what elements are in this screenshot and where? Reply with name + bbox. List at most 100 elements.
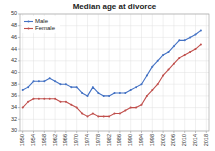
point [157, 83, 159, 85]
point [162, 74, 164, 76]
grid-line [20, 72, 209, 73]
y-tick-label: 48 [11, 22, 17, 28]
point [178, 39, 180, 41]
tick-mark [206, 131, 207, 133]
point [43, 98, 45, 100]
point [189, 51, 191, 53]
point [146, 74, 148, 76]
x-tick-label: 1994 [138, 134, 144, 146]
x-tick-label: 1954 [30, 134, 36, 146]
point [146, 95, 148, 97]
point [162, 54, 164, 56]
x-tick-label: 2002 [160, 134, 166, 146]
tick-mark [87, 131, 88, 133]
point [195, 33, 197, 35]
x-tick-label: 1982 [106, 134, 112, 146]
series-line [23, 30, 201, 96]
x-tick-label: 1974 [84, 134, 90, 146]
x-tick-label: 2018 [203, 134, 209, 146]
legend-swatch [28, 21, 30, 23]
point [76, 107, 78, 109]
point [184, 54, 186, 56]
grid-line [195, 14, 196, 131]
point [124, 92, 126, 94]
point [108, 115, 110, 117]
grid-line [20, 119, 209, 120]
x-tick-label: 1990 [127, 134, 133, 146]
point [189, 36, 191, 38]
grid-line [119, 14, 120, 131]
chart: 3032343638404244464850195019541958196219… [0, 0, 215, 151]
point [114, 112, 116, 114]
point [33, 98, 35, 100]
legend-label: Male [35, 18, 49, 24]
point [49, 98, 51, 100]
tick-mark [98, 131, 99, 133]
point [33, 80, 35, 82]
y-tick-label: 36 [11, 92, 17, 98]
x-tick-label: 1958 [41, 134, 47, 146]
axes: 3032343638404244464850195019541958196219… [11, 10, 209, 146]
y-tick-label: 42 [11, 57, 17, 63]
point [22, 89, 24, 91]
point [38, 98, 40, 100]
x-tick-label: 2010 [181, 134, 187, 146]
y-tick-label: 44 [11, 46, 17, 52]
point [173, 63, 175, 65]
tick-mark [76, 131, 77, 133]
y-tick-label: 46 [11, 34, 17, 40]
point [49, 77, 51, 79]
legend-label: Female [35, 25, 56, 31]
grid-line [130, 14, 131, 131]
x-tick-label: 1978 [95, 134, 101, 146]
point [103, 95, 105, 97]
tick-mark [55, 131, 56, 133]
point [200, 29, 202, 31]
point [173, 45, 175, 47]
tick-mark [130, 131, 131, 133]
legend-swatch [24, 21, 33, 22]
x-tick-label: 1970 [73, 134, 79, 146]
x-tick-label: 1962 [52, 134, 58, 146]
grid-line [65, 14, 66, 131]
point [141, 104, 143, 106]
tick-mark [173, 131, 174, 133]
tick-mark [33, 131, 34, 133]
tick-mark [163, 131, 164, 133]
point [184, 39, 186, 41]
grid-line [20, 60, 209, 61]
tick-mark [195, 131, 196, 133]
tick-mark [141, 131, 142, 133]
x-tick-label: 1986 [116, 134, 122, 146]
point [135, 107, 137, 109]
point [92, 112, 94, 114]
y-tick-label: 32 [11, 116, 17, 122]
point [103, 115, 105, 117]
point [157, 60, 159, 62]
y-tick-label: 34 [11, 104, 17, 110]
grid-line [20, 49, 209, 50]
point [70, 104, 72, 106]
grid-line [109, 14, 110, 131]
point [65, 83, 67, 85]
y-tick-label: 30 [11, 127, 17, 133]
point [54, 98, 56, 100]
point [97, 92, 99, 94]
x-tick-label: 1950 [19, 134, 25, 146]
point [81, 92, 83, 94]
point [119, 112, 121, 114]
point [87, 115, 89, 117]
point [135, 86, 137, 88]
tick-mark [119, 131, 120, 133]
legend-background [22, 16, 60, 33]
grid-line [141, 14, 142, 131]
plot-frame [20, 14, 209, 131]
tick-mark [44, 131, 45, 133]
grid-line [163, 14, 164, 131]
point [195, 48, 197, 50]
grid-line [152, 14, 153, 131]
legend: MaleFemale [22, 16, 60, 33]
point [124, 110, 126, 112]
point [108, 95, 110, 97]
point [151, 89, 153, 91]
